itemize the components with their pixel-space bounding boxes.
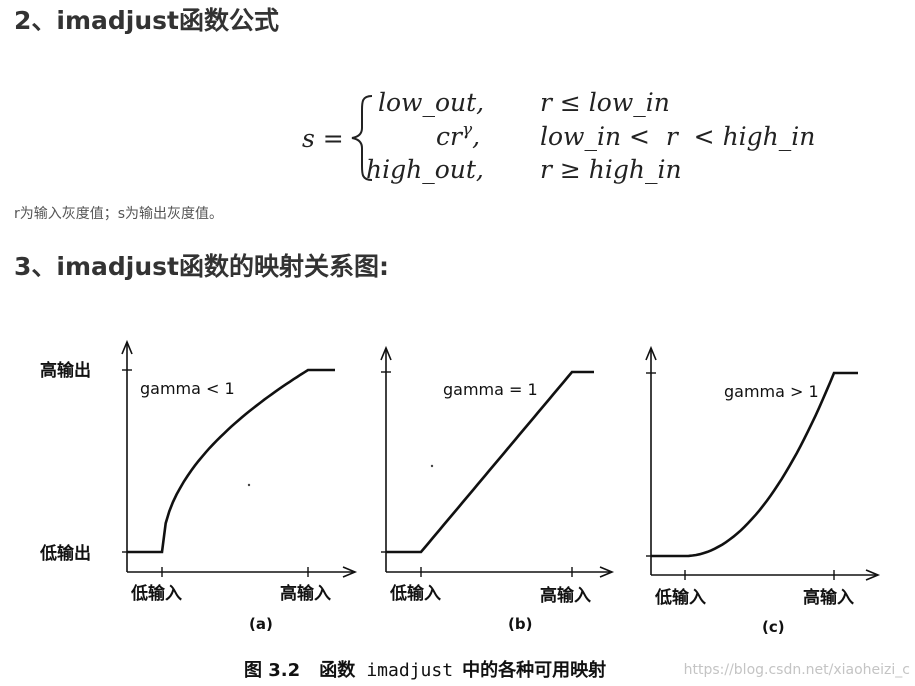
formula-case1-value: low_out, — [378, 88, 484, 117]
formula-case2-condition: low_in < r < high_in — [540, 122, 815, 151]
figure-caption: 图 3.2 函数 imadjust 中的各种可用映射 — [244, 659, 606, 681]
piecewise-formula: s = low_out, r ≤ low_in crγ, low_in < r … — [302, 88, 815, 184]
formula-case2-superscript: γ — [462, 120, 473, 140]
panel-b-gamma-label: gamma = 1 — [443, 380, 538, 399]
panel-b-low-input-label: 低输入 — [389, 583, 441, 604]
panel-a-low-output-label: 低输出 — [39, 543, 91, 564]
formula-case2-base: cr — [436, 122, 464, 151]
formula-case2-value: crγ, — [436, 120, 480, 151]
mapping-figure: gamma < 1 高输出 低输出 低输入 高输入 (a) gamma = 1 … — [39, 339, 910, 681]
section-heading-mapping: 3、imadjust函数的映射关系图: — [14, 252, 389, 281]
panel-b-mapping-curve — [386, 370, 594, 554]
panel-c-y-arrow — [645, 345, 657, 361]
panel-c-sublabel: (c) — [762, 618, 785, 636]
variable-note: r为输入灰度值；s为输出灰度值。 — [14, 206, 224, 222]
panel-c-low-input-label: 低输入 — [654, 587, 706, 608]
panel-a-high-output-label: 高输出 — [40, 360, 91, 381]
caption-code: imadjust — [366, 660, 453, 681]
panel-c-x-arrow — [865, 569, 881, 581]
scan-speck — [430, 464, 434, 468]
panel-b-sublabel: (b) — [508, 615, 532, 633]
panel-a-low-input-label: 低输入 — [130, 583, 182, 604]
formula-left-brace — [351, 95, 373, 181]
panel-c-high-input-label: 高输入 — [803, 587, 854, 608]
panel-b: gamma = 1 低输入 高输入 (b) — [380, 345, 615, 633]
panel-b-high-input-label: 高输入 — [540, 585, 591, 606]
formula-case1-condition: r ≤ low_in — [540, 88, 670, 117]
panel-c-gamma-label: gamma > 1 — [724, 382, 819, 401]
panel-a-sublabel: (a) — [249, 615, 273, 633]
caption-word: 函数 — [319, 659, 356, 681]
caption-prefix: 图 3.2 — [244, 660, 300, 681]
panel-a-x-arrow — [342, 566, 358, 578]
panel-a-high-input-label: 高输入 — [280, 583, 331, 604]
caption-suffix: 中的各种可用映射 — [462, 659, 606, 681]
formula-case3-condition: r ≥ high_in — [540, 155, 682, 184]
panel-c: gamma > 1 低输入 高输入 (c) — [645, 345, 881, 636]
formula-case3-value: high_out, — [366, 155, 484, 184]
panel-a-mapping-curve — [127, 368, 335, 554]
panel-a-gamma-label: gamma < 1 — [140, 379, 235, 398]
panel-b-x-arrow — [599, 566, 615, 578]
panel-b-y-arrow — [380, 345, 392, 361]
panel-a-y-arrow — [121, 339, 133, 355]
scan-speck — [247, 483, 251, 487]
formula-case2-comma: , — [472, 122, 480, 151]
panel-a: gamma < 1 高输出 低输出 低输入 高输入 (a) — [39, 339, 358, 633]
formula-lhs: s = — [302, 124, 344, 153]
panel-c-mapping-curve — [651, 371, 858, 558]
watermark-url: https://blog.csdn.net/xiaoheizi_c — [684, 662, 910, 678]
section-heading-formula: 2、imadjust函数公式 — [14, 6, 279, 35]
